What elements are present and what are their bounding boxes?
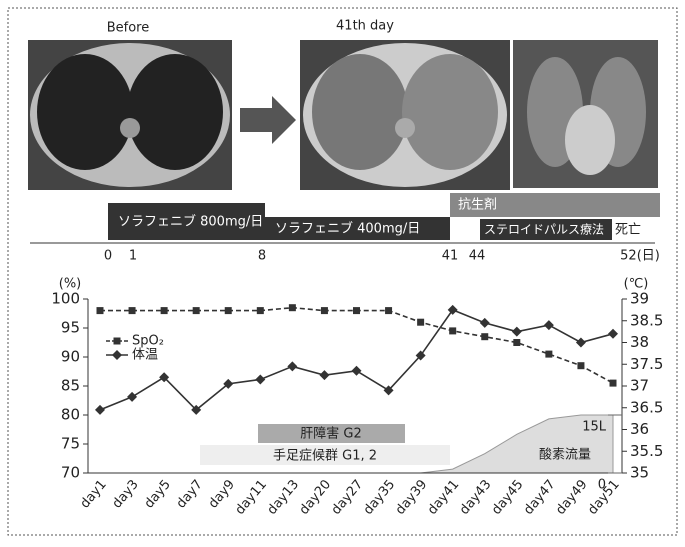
marker: [449, 327, 456, 334]
y-tick-label: 95: [61, 319, 80, 337]
ct-before: [28, 40, 232, 190]
marker: [513, 339, 520, 346]
day-label: 0: [104, 249, 112, 264]
antibiotic: 抗生剤: [458, 197, 497, 213]
marker: [97, 307, 104, 314]
y2-tick-label: 38: [630, 333, 649, 351]
y-tick-label: 90: [61, 348, 80, 366]
marker: [353, 307, 360, 314]
y-tick-label: 80: [61, 406, 80, 424]
x-ray: [513, 40, 658, 188]
legend-label: 体温: [132, 348, 158, 363]
day-label: 1: [129, 249, 137, 264]
y2-tick-label: 35.5: [630, 442, 663, 460]
area-label: 酸素流量: [539, 448, 591, 463]
marker: [321, 307, 328, 314]
marker: [385, 307, 392, 314]
y2-tick-label: 36.5: [630, 398, 663, 416]
marker: [257, 307, 264, 314]
y2-tick-label: 37: [630, 377, 649, 395]
ct-after: [300, 40, 510, 190]
day-label: 41: [442, 249, 459, 264]
y-tick-label: 70: [61, 464, 80, 482]
y2-tick-label: 39: [630, 290, 649, 308]
y3-tick-label: 15L: [582, 420, 607, 435]
annotation: 手足症候群 G1, 2: [273, 449, 377, 464]
marker: [289, 304, 296, 311]
marker: [114, 338, 121, 345]
drug-400: ソラフェニブ 400mg/日: [275, 221, 420, 237]
drug-800: ソラフェニブ 800mg/日: [118, 214, 263, 230]
day-label: 52(日): [620, 249, 660, 264]
legend-label: SpO₂: [132, 334, 164, 349]
after-label: 41th day: [336, 19, 394, 34]
annotation: 肝障害 G2: [300, 426, 361, 442]
day-label: 8: [258, 249, 266, 264]
y2-tick-label: 36: [630, 420, 649, 438]
steroid: ステロイドパルス療法: [484, 223, 604, 237]
y2-tick-label: 37.5: [630, 355, 663, 373]
death: 死亡: [615, 223, 641, 238]
y2-tick-label: 38.5: [630, 311, 663, 329]
y-tick-label: 100: [51, 290, 80, 308]
y2-tick-label: 35: [630, 464, 649, 482]
marker: [129, 307, 136, 314]
marker: [225, 307, 232, 314]
marker: [610, 380, 617, 387]
marker: [481, 333, 488, 340]
day-label: 44: [469, 249, 486, 264]
y-tick-label: 75: [61, 435, 80, 453]
marker: [193, 307, 200, 314]
before-label: Before: [107, 21, 150, 36]
marker: [577, 362, 584, 369]
figure: Before 41th day 抗生剤 ソラフェニブ 800mg/日 ソラフェニ…: [0, 0, 685, 543]
y-tick-label: 85: [61, 377, 80, 395]
marker: [417, 319, 424, 326]
marker: [161, 307, 168, 314]
marker: [545, 351, 552, 358]
